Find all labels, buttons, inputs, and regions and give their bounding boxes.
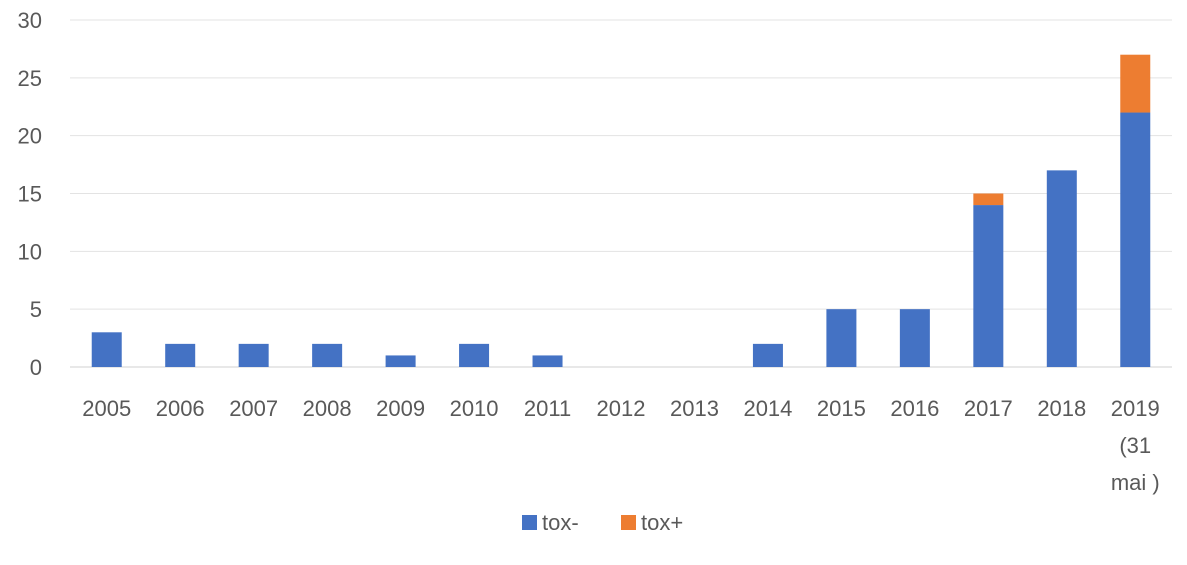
- y-tick-label: 30: [18, 8, 42, 33]
- x-axis-ticks: 2005 2006 2007 2008 2009 2010 2011 2012 2013 2014…: [82, 396, 1159, 495]
- x-tick-label: 2009: [376, 396, 425, 421]
- bar-tox-minus: [385, 355, 416, 367]
- x-tick-label: 2008: [303, 396, 352, 421]
- bar-tox-minus: [973, 205, 1004, 367]
- y-tick-label: 0: [30, 355, 42, 380]
- bar-tox-minus: [312, 343, 343, 367]
- bar-tox-minus: [826, 309, 857, 367]
- x-tick-label: (31: [1119, 433, 1151, 458]
- x-tick-label: 2012: [597, 396, 646, 421]
- x-tick-label: 2011: [524, 396, 571, 421]
- y-tick-label: 15: [18, 182, 42, 207]
- x-tick-label: 2017: [964, 396, 1013, 421]
- y-tick-label: 5: [30, 297, 42, 322]
- gridlines: [70, 19, 1172, 368]
- x-tick-label: 2005: [82, 396, 131, 421]
- x-tick-label: 2007: [229, 396, 278, 421]
- legend-swatch-tox-minus: [522, 515, 537, 530]
- x-tick-label: 2018: [1037, 396, 1086, 421]
- bar-tox-minus: [459, 343, 490, 367]
- bar-tox-minus: [1120, 112, 1151, 368]
- bar-tox-minus: [752, 343, 783, 367]
- x-tick-label: 2019: [1111, 396, 1160, 421]
- bar-tox-plus: [1120, 54, 1151, 113]
- y-tick-label: 10: [18, 239, 42, 264]
- y-tick-label: 25: [18, 66, 42, 91]
- bar-tox-minus: [91, 332, 122, 367]
- bars: [91, 54, 1151, 368]
- x-tick-label: 2014: [743, 396, 792, 421]
- bar-tox-minus: [1046, 170, 1077, 367]
- legend-label-tox-plus: tox+: [641, 510, 683, 535]
- x-tick-label: 2016: [890, 396, 939, 421]
- bar-tox-plus: [973, 193, 1004, 206]
- legend-swatch-tox-plus: [621, 515, 636, 530]
- bar-tox-minus: [532, 355, 563, 367]
- x-tick-label: 2015: [817, 396, 866, 421]
- x-tick-label: 2006: [156, 396, 205, 421]
- x-tick-label: mai ): [1111, 470, 1160, 495]
- bar-tox-minus: [899, 309, 930, 367]
- y-tick-label: 20: [18, 124, 42, 149]
- legend: tox- tox+: [522, 510, 683, 535]
- legend-label-tox-minus: tox-: [542, 510, 579, 535]
- x-tick-label: 2013: [670, 396, 719, 421]
- y-axis-ticks: 0 5 10 15 20 25 30: [18, 8, 42, 380]
- bar-tox-minus: [165, 343, 196, 367]
- x-tick-label: 2010: [450, 396, 499, 421]
- bar-tox-minus: [238, 343, 269, 367]
